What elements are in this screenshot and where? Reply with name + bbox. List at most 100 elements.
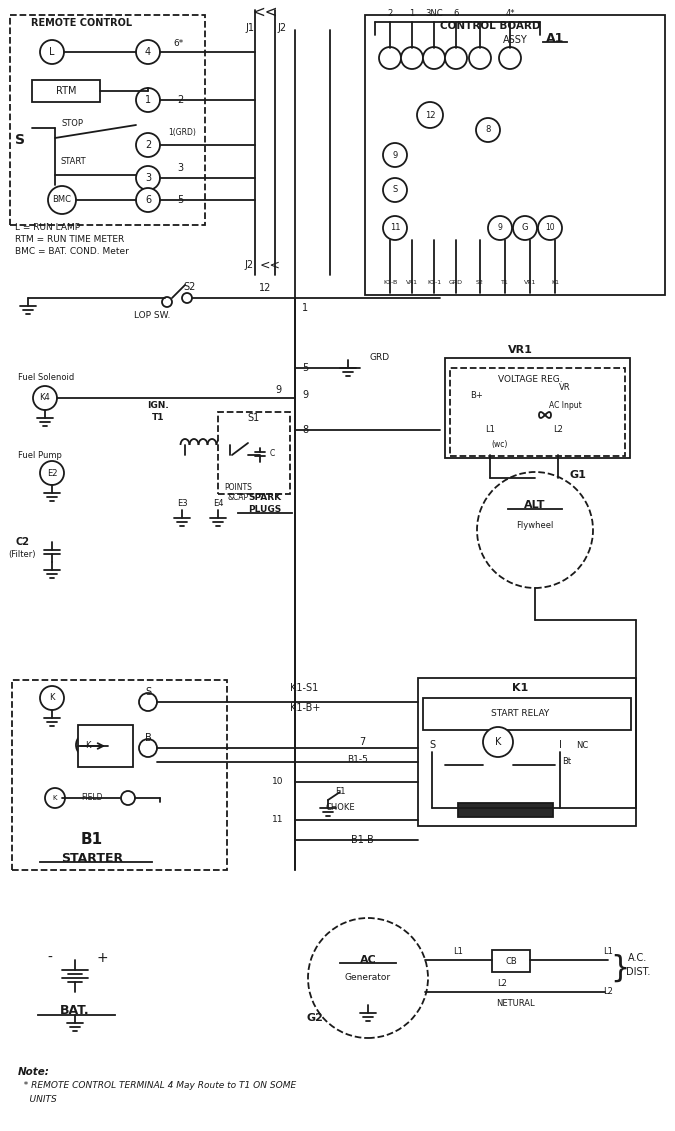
Text: K1-1: K1-1 [427, 279, 441, 285]
Text: BMC: BMC [53, 196, 72, 205]
Text: T1: T1 [501, 279, 509, 285]
Bar [12, 680, 227, 870]
Text: ASSY: ASSY [503, 35, 527, 45]
Text: 11: 11 [389, 224, 400, 233]
Text: Bt: Bt [562, 758, 571, 767]
Bar [78, 725, 133, 767]
Text: NETURAL: NETURAL [495, 1000, 535, 1009]
Circle shape [483, 727, 513, 757]
Circle shape [136, 133, 160, 157]
Text: (Filter): (Filter) [8, 551, 36, 560]
Text: S2: S2 [184, 282, 196, 292]
Circle shape [445, 48, 467, 69]
Circle shape [383, 178, 407, 202]
Text: S1: S1 [248, 413, 260, 423]
Circle shape [136, 40, 160, 64]
Text: FIELD: FIELD [81, 794, 103, 803]
Circle shape [469, 48, 491, 69]
Text: C: C [269, 449, 275, 458]
Text: 10: 10 [271, 777, 283, 786]
Text: K1-B: K1-B [383, 279, 397, 285]
Text: S2: S2 [476, 279, 484, 285]
Bar [218, 412, 290, 494]
Text: J2: J2 [277, 23, 286, 33]
Text: * REMOTE CONTROL TERMINAL 4 May Route to T1 ON SOME: * REMOTE CONTROL TERMINAL 4 May Route to… [18, 1081, 296, 1090]
Text: VA1: VA1 [406, 279, 418, 285]
Circle shape [538, 216, 562, 240]
Text: POINTS: POINTS [224, 483, 252, 492]
Text: Fuel Pump: Fuel Pump [18, 450, 62, 459]
Text: 8: 8 [302, 425, 308, 435]
Text: LOP SW.: LOP SW. [134, 311, 170, 319]
Text: A1: A1 [546, 32, 564, 44]
Text: Flywheel: Flywheel [516, 520, 554, 529]
Text: G1: G1 [570, 470, 587, 480]
Text: CB: CB [505, 957, 517, 966]
Text: 9: 9 [392, 150, 398, 159]
Text: STOP: STOP [62, 119, 84, 128]
Text: 1: 1 [409, 9, 414, 18]
Text: VR1: VR1 [524, 279, 536, 285]
Circle shape [423, 48, 445, 69]
Text: START RELAY: START RELAY [491, 709, 549, 718]
Text: 12: 12 [259, 283, 271, 293]
Text: 3NC: 3NC [425, 9, 443, 18]
Text: B1-5: B1-5 [348, 756, 369, 765]
Text: IGN.: IGN. [147, 400, 169, 409]
Circle shape [513, 216, 537, 240]
Text: 7: 7 [359, 737, 365, 746]
Text: 4: 4 [145, 48, 151, 57]
Text: VOLTAGE REG.: VOLTAGE REG. [497, 375, 562, 385]
Bar [458, 803, 553, 817]
Text: AC Input: AC Input [549, 400, 581, 409]
Text: L2: L2 [497, 979, 507, 988]
Text: 6: 6 [145, 195, 151, 205]
Text: PLUGS: PLUGS [248, 506, 281, 515]
Circle shape [40, 687, 64, 710]
Text: Generator: Generator [345, 974, 391, 983]
Text: ALT: ALT [524, 500, 546, 510]
Text: L1: L1 [485, 425, 495, 434]
Text: STARTER: STARTER [61, 852, 123, 864]
Text: L1: L1 [453, 948, 463, 957]
Text: }: } [610, 953, 629, 983]
Text: 5: 5 [177, 195, 183, 205]
Bar [418, 677, 636, 826]
Circle shape [417, 102, 443, 128]
Text: K4: K4 [40, 394, 51, 403]
Text: G: G [522, 224, 529, 233]
Circle shape [40, 40, 64, 64]
Bar [10, 15, 205, 225]
Circle shape [162, 297, 172, 307]
Text: CHOKE: CHOKE [325, 803, 355, 812]
Text: AC: AC [360, 955, 377, 965]
Circle shape [121, 791, 135, 805]
Circle shape [401, 48, 423, 69]
Bar [492, 950, 530, 972]
Text: 1(GRD): 1(GRD) [168, 129, 196, 138]
Text: GRD: GRD [449, 279, 463, 285]
Text: 1: 1 [145, 95, 151, 105]
Text: START: START [60, 157, 86, 166]
Circle shape [477, 472, 593, 588]
Circle shape [76, 733, 100, 757]
Circle shape [182, 293, 192, 303]
Text: 9: 9 [497, 224, 502, 233]
Circle shape [40, 461, 64, 485]
Text: S: S [392, 185, 398, 195]
Text: BAT.: BAT. [60, 1003, 90, 1017]
Text: S: S [145, 687, 151, 697]
Circle shape [488, 216, 512, 240]
Text: (wc): (wc) [492, 440, 508, 449]
Text: K1: K1 [551, 279, 559, 285]
Circle shape [136, 188, 160, 211]
Circle shape [45, 788, 65, 808]
Circle shape [136, 166, 160, 190]
Circle shape [383, 143, 407, 167]
Text: 6: 6 [454, 9, 459, 18]
Text: -: - [47, 951, 53, 965]
Text: B+: B+ [470, 390, 483, 399]
Text: L: L [49, 48, 55, 57]
Text: L1: L1 [603, 948, 613, 957]
Text: G2: G2 [306, 1013, 323, 1024]
